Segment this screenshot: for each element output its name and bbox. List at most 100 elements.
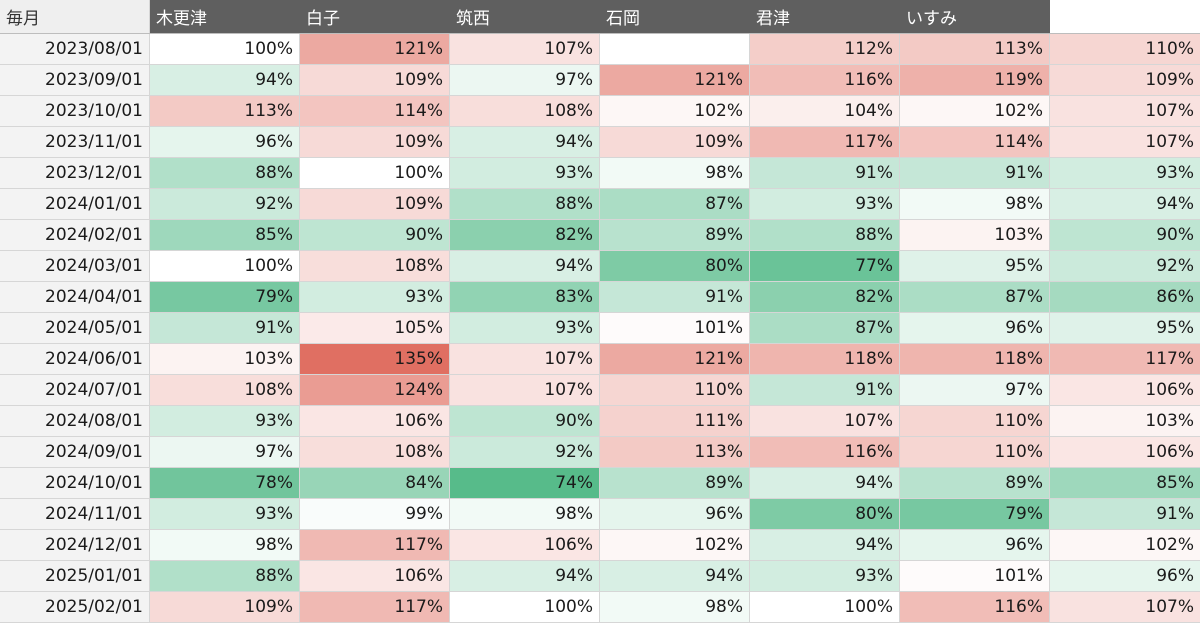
value-cell[interactable]: 97%	[900, 375, 1050, 405]
date-cell[interactable]: 2025/01/01	[0, 561, 150, 591]
value-cell[interactable]: 100%	[750, 592, 900, 622]
value-cell[interactable]: 113%	[600, 437, 750, 467]
value-cell[interactable]: 97%	[150, 437, 300, 467]
value-cell[interactable]: 95%	[900, 251, 1050, 281]
value-cell[interactable]: 117%	[1050, 344, 1200, 374]
value-cell[interactable]: 105%	[300, 313, 450, 343]
corner-header-cell[interactable]: 毎月	[0, 0, 150, 33]
column-header-kisarazu[interactable]: 木更津	[150, 0, 300, 33]
value-cell[interactable]: 92%	[450, 437, 600, 467]
value-cell[interactable]: 124%	[300, 375, 450, 405]
date-cell[interactable]: 2023/12/01	[0, 158, 150, 188]
value-cell[interactable]: 78%	[150, 468, 300, 498]
value-cell[interactable]: 74%	[450, 468, 600, 498]
value-cell[interactable]: 116%	[750, 65, 900, 95]
value-cell[interactable]: 108%	[450, 96, 600, 126]
value-cell[interactable]: 101%	[900, 561, 1050, 591]
value-cell[interactable]: 106%	[300, 406, 450, 436]
value-cell[interactable]: 88%	[750, 220, 900, 250]
date-cell[interactable]: 2024/12/01	[0, 530, 150, 560]
value-cell[interactable]: 102%	[600, 530, 750, 560]
date-cell[interactable]: 2024/04/01	[0, 282, 150, 312]
value-cell[interactable]: 100%	[150, 34, 300, 64]
value-cell[interactable]: 117%	[750, 127, 900, 157]
value-cell[interactable]: 95%	[1050, 313, 1200, 343]
value-cell[interactable]: 91%	[600, 282, 750, 312]
column-header-chikusei[interactable]: 筑西	[450, 0, 600, 33]
value-cell[interactable]: 107%	[450, 34, 600, 64]
value-cell[interactable]: 77%	[750, 251, 900, 281]
date-cell[interactable]: 2023/11/01	[0, 127, 150, 157]
value-cell[interactable]: 94%	[600, 561, 750, 591]
value-cell[interactable]: 91%	[900, 158, 1050, 188]
value-cell[interactable]: 86%	[1050, 282, 1200, 312]
value-cell[interactable]: 85%	[1050, 468, 1200, 498]
value-cell[interactable]: 98%	[900, 189, 1050, 219]
value-cell[interactable]: 87%	[900, 282, 1050, 312]
date-cell[interactable]: 2024/08/01	[0, 406, 150, 436]
value-cell[interactable]: 97%	[450, 65, 600, 95]
column-header-shirako[interactable]: 白子	[300, 0, 450, 33]
value-cell[interactable]: 114%	[300, 96, 450, 126]
value-cell[interactable]: 109%	[600, 127, 750, 157]
value-cell[interactable]: 121%	[600, 344, 750, 374]
value-cell[interactable]: 102%	[600, 96, 750, 126]
value-cell[interactable]: 108%	[300, 437, 450, 467]
value-cell[interactable]: 98%	[450, 499, 600, 529]
value-cell[interactable]: 102%	[900, 96, 1050, 126]
value-cell[interactable]: 121%	[300, 34, 450, 64]
value-cell[interactable]: 91%	[150, 313, 300, 343]
value-cell[interactable]: 84%	[300, 468, 450, 498]
date-cell[interactable]: 2023/09/01	[0, 65, 150, 95]
date-cell[interactable]: 2025/02/01	[0, 592, 150, 622]
value-cell[interactable]: 113%	[150, 96, 300, 126]
value-cell[interactable]: 116%	[900, 592, 1050, 622]
value-cell[interactable]: 92%	[150, 189, 300, 219]
value-cell[interactable]: 93%	[750, 189, 900, 219]
value-cell[interactable]: 119%	[900, 65, 1050, 95]
value-cell[interactable]: 99%	[300, 499, 450, 529]
value-cell[interactable]: 110%	[900, 406, 1050, 436]
value-cell[interactable]: 96%	[900, 530, 1050, 560]
value-cell[interactable]: 91%	[1050, 499, 1200, 529]
date-cell[interactable]: 2024/02/01	[0, 220, 150, 250]
value-cell[interactable]: 107%	[750, 406, 900, 436]
value-cell[interactable]: 88%	[450, 189, 600, 219]
value-cell[interactable]: 79%	[150, 282, 300, 312]
value-cell[interactable]: 94%	[750, 468, 900, 498]
value-cell[interactable]: 94%	[150, 65, 300, 95]
value-cell[interactable]: 107%	[1050, 592, 1200, 622]
value-cell[interactable]: 98%	[600, 158, 750, 188]
value-cell[interactable]: 94%	[750, 530, 900, 560]
value-cell[interactable]: 94%	[450, 127, 600, 157]
value-cell[interactable]: 117%	[300, 592, 450, 622]
value-cell[interactable]: 88%	[150, 158, 300, 188]
value-cell[interactable]: 109%	[1050, 65, 1200, 95]
value-cell[interactable]: 88%	[150, 561, 300, 591]
column-header-ishioka[interactable]: 石岡	[600, 0, 750, 33]
value-cell[interactable]: 100%	[300, 158, 450, 188]
value-cell[interactable]: 107%	[1050, 96, 1200, 126]
value-cell[interactable]: 103%	[1050, 406, 1200, 436]
value-cell[interactable]: 135%	[300, 344, 450, 374]
value-cell[interactable]: 85%	[150, 220, 300, 250]
date-cell[interactable]: 2023/10/01	[0, 96, 150, 126]
value-cell[interactable]: 94%	[1050, 189, 1200, 219]
value-cell[interactable]: 90%	[1050, 220, 1200, 250]
value-cell[interactable]: 93%	[150, 406, 300, 436]
value-cell[interactable]: 110%	[1050, 34, 1200, 64]
value-cell[interactable]: 90%	[450, 406, 600, 436]
value-cell[interactable]: 112%	[750, 34, 900, 64]
value-cell[interactable]: 94%	[450, 251, 600, 281]
value-cell[interactable]: 80%	[600, 251, 750, 281]
date-cell[interactable]: 2024/01/01	[0, 189, 150, 219]
column-header-blank[interactable]	[1050, 0, 1200, 33]
value-cell[interactable]	[600, 34, 750, 64]
value-cell[interactable]: 106%	[300, 561, 450, 591]
value-cell[interactable]: 96%	[150, 127, 300, 157]
value-cell[interactable]: 93%	[150, 499, 300, 529]
value-cell[interactable]: 103%	[150, 344, 300, 374]
column-header-kimitsu[interactable]: 君津	[750, 0, 900, 33]
value-cell[interactable]: 110%	[900, 437, 1050, 467]
value-cell[interactable]: 106%	[1050, 375, 1200, 405]
